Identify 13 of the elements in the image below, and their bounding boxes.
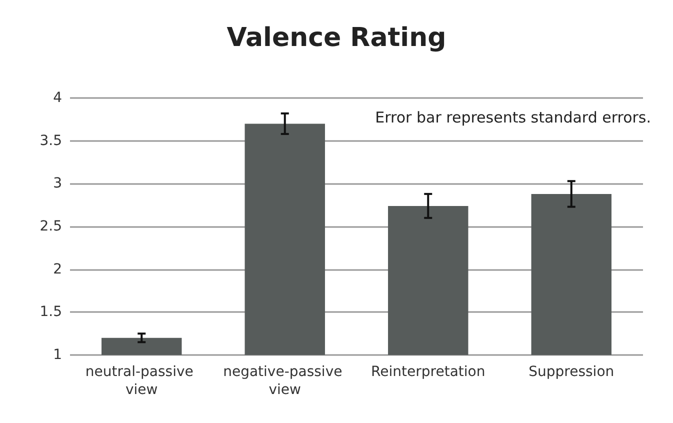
y-tick-label: 3 (53, 176, 62, 192)
y-tick-label: 4 (53, 90, 62, 106)
chart-title: Valence Rating (226, 23, 446, 53)
y-tick-label: 2.5 (40, 218, 62, 234)
y-tick-label: 1.5 (40, 304, 62, 320)
x-tick-label: Reinterpretation (371, 364, 486, 380)
x-tick-label: negative-passive view (223, 364, 347, 398)
y-tick-label: 1 (53, 347, 62, 363)
x-tick-label: Suppression (528, 364, 614, 380)
annotation: Error bar represents standard errors. (375, 108, 652, 126)
y-tick-label: 3.5 (40, 132, 62, 149)
y-tick-label: 2 (53, 261, 62, 278)
x-tick-label: neutral-passive view (85, 364, 198, 398)
